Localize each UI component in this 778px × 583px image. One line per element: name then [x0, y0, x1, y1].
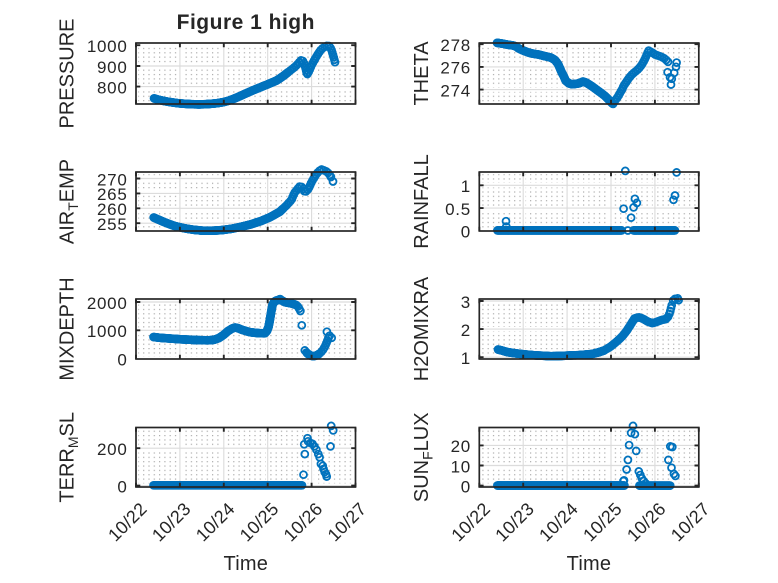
svg-text:TERRMSL: TERRMSL [57, 412, 82, 503]
svg-text:0: 0 [461, 477, 471, 496]
svg-text:800: 800 [97, 78, 127, 97]
svg-text:MIXDEPTH: MIXDEPTH [57, 277, 79, 380]
svg-text:2: 2 [461, 321, 471, 340]
svg-text:0: 0 [461, 223, 471, 242]
svg-text:1000: 1000 [87, 322, 128, 341]
svg-text:260: 260 [97, 200, 127, 219]
svg-text:AIRTEMP: AIRTEMP [57, 159, 82, 244]
svg-text:RAINFALL: RAINFALL [411, 154, 433, 248]
svg-text:0.5: 0.5 [445, 200, 471, 219]
svg-text:Time: Time [567, 553, 612, 575]
svg-text:255: 255 [97, 215, 127, 234]
svg-text:0: 0 [117, 477, 127, 496]
svg-text:2000: 2000 [87, 294, 128, 313]
svg-text:276: 276 [440, 59, 470, 78]
svg-text:1: 1 [461, 349, 471, 368]
svg-text:Time: Time [224, 553, 269, 575]
svg-text:900: 900 [97, 58, 127, 77]
svg-text:265: 265 [97, 185, 127, 204]
svg-text:1: 1 [461, 177, 471, 196]
svg-text:0: 0 [117, 350, 127, 369]
svg-text:1000: 1000 [87, 37, 128, 56]
svg-text:270: 270 [97, 170, 127, 189]
svg-text:274: 274 [440, 81, 470, 100]
svg-text:H2OMIXRA: H2OMIXRA [411, 276, 433, 381]
svg-text:Figure 1 high: Figure 1 high [177, 11, 315, 34]
svg-text:20: 20 [451, 437, 471, 456]
svg-text:PRESSURE: PRESSURE [57, 18, 79, 128]
svg-text:200: 200 [97, 440, 127, 459]
svg-text:THETA: THETA [411, 41, 433, 106]
svg-text:278: 278 [440, 36, 470, 55]
svg-text:10: 10 [451, 457, 471, 476]
svg-text:3: 3 [461, 293, 471, 312]
